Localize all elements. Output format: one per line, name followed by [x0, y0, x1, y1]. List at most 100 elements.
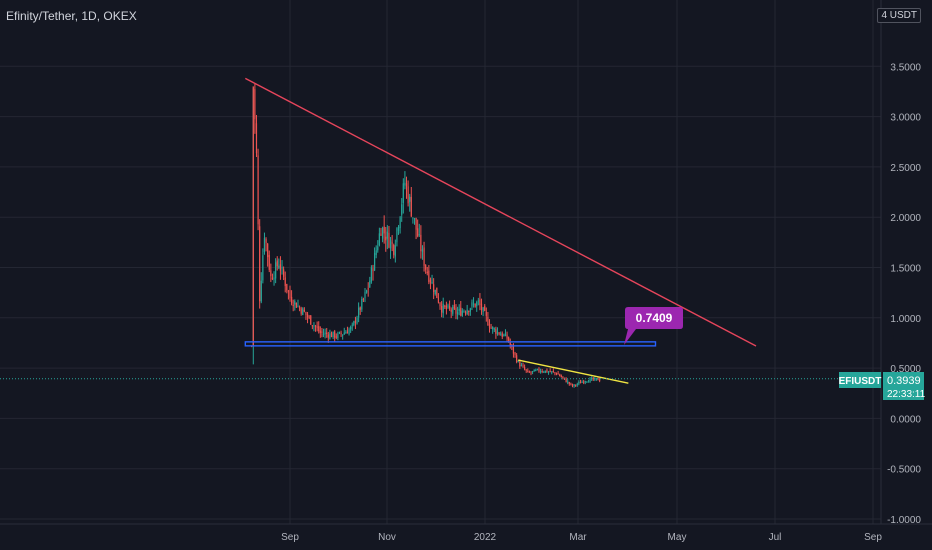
candle-body — [568, 382, 570, 384]
candle-body — [343, 332, 345, 335]
callout-value: 0.7409 — [636, 311, 673, 325]
candle-body — [575, 384, 577, 386]
candle-body — [283, 269, 285, 277]
candle-body — [516, 355, 518, 362]
time-tick-label: Sep — [281, 532, 299, 543]
candle-body — [488, 323, 491, 328]
candle-body — [311, 325, 313, 327]
candle-body — [415, 217, 417, 230]
candle-body — [335, 336, 337, 338]
candle-body — [340, 332, 342, 335]
candle-body — [375, 250, 377, 255]
candle-body — [464, 312, 467, 314]
candle-body — [287, 290, 290, 292]
price-tick-label: 1.0000 — [890, 314, 921, 325]
candle-body — [500, 334, 502, 336]
chart-drawings[interactable] — [244, 77, 757, 384]
candle-body — [474, 303, 476, 307]
support-band[interactable] — [244, 341, 657, 347]
candle-body — [362, 298, 365, 300]
time-tick-label: Sep — [864, 532, 882, 543]
price-tick-label: 2.0000 — [890, 213, 921, 224]
currency-unit-selector[interactable]: 4 USDT — [877, 8, 921, 23]
candle-body — [338, 332, 341, 334]
candle-body — [586, 381, 588, 383]
candle-body — [290, 296, 293, 304]
candle-body — [389, 240, 392, 249]
candle-body — [504, 333, 507, 336]
ticker-tag — [839, 372, 881, 388]
price-tick-label: 3.5000 — [890, 62, 921, 73]
candle-body — [460, 307, 462, 316]
candle-body — [535, 370, 537, 372]
candle-body — [493, 328, 495, 330]
candle-body — [468, 311, 470, 313]
time-tick-label: Nov — [378, 532, 396, 543]
candle-body — [302, 308, 304, 316]
candle-body — [367, 288, 369, 290]
candle-body — [428, 270, 430, 282]
time-scale[interactable]: Sep Nov 2022 Mar May Jul Sep — [281, 532, 882, 543]
candle-body — [522, 365, 524, 367]
candle-body — [431, 281, 433, 284]
candle-body — [321, 331, 323, 333]
candle-body — [570, 383, 572, 385]
candle-body — [401, 204, 403, 215]
price-tick-label: -0.5000 — [887, 465, 921, 476]
candle-body — [592, 377, 594, 380]
candle-body — [318, 326, 320, 332]
candle-body — [391, 242, 393, 244]
candle-body — [332, 331, 334, 338]
time-tick-label: Jul — [769, 532, 782, 543]
candle-body — [370, 267, 372, 282]
candle-body — [549, 370, 551, 373]
candle-body — [418, 234, 420, 236]
candle-body — [289, 290, 291, 299]
candle-body — [444, 305, 446, 307]
candle-body — [348, 329, 350, 335]
candle-body — [579, 382, 582, 384]
candle-body — [319, 330, 321, 333]
candle-body — [576, 384, 578, 386]
candle-body — [399, 217, 401, 229]
candle-body — [525, 369, 527, 371]
candle-body — [479, 299, 481, 306]
candle-body — [506, 334, 508, 339]
candle-body — [471, 302, 473, 307]
candle-body — [482, 307, 484, 312]
candle-body — [278, 265, 280, 268]
short-term-trendline[interactable] — [518, 359, 629, 384]
candle-body — [353, 321, 355, 326]
candle-body — [346, 331, 349, 334]
candle-body — [420, 234, 422, 252]
candle-body — [452, 306, 454, 314]
candle-body — [297, 305, 299, 307]
candle-body — [544, 370, 546, 373]
candle-body — [409, 196, 411, 202]
candle-body — [520, 365, 523, 367]
last-price-tag: EFIUSDT 0.3939 22:33:11 — [839, 372, 926, 400]
candle-body — [350, 326, 352, 330]
candle-body — [364, 292, 366, 299]
candle-body — [469, 308, 471, 312]
resistance-trendline[interactable] — [244, 77, 757, 347]
candle-body — [337, 333, 339, 339]
candle-body — [402, 183, 404, 203]
candle-body — [327, 334, 329, 338]
candle-body — [276, 260, 278, 267]
candle-body — [417, 228, 419, 237]
candle-body — [310, 315, 312, 325]
support-level-callout[interactable]: 0.7409 — [624, 307, 683, 345]
candle-body — [447, 305, 449, 308]
candle-body — [450, 309, 452, 312]
candle-body — [492, 326, 494, 330]
candle-body — [314, 325, 317, 327]
candle-body — [578, 382, 580, 384]
price-scale[interactable]: 3.5000 3.0000 2.5000 2.0000 1.5000 1.0000 0.50… — [887, 62, 921, 526]
candle-body — [442, 303, 444, 314]
candle-body — [305, 311, 307, 315]
candle-body — [453, 305, 455, 309]
candle-body — [552, 370, 554, 372]
candle-body — [313, 325, 315, 327]
